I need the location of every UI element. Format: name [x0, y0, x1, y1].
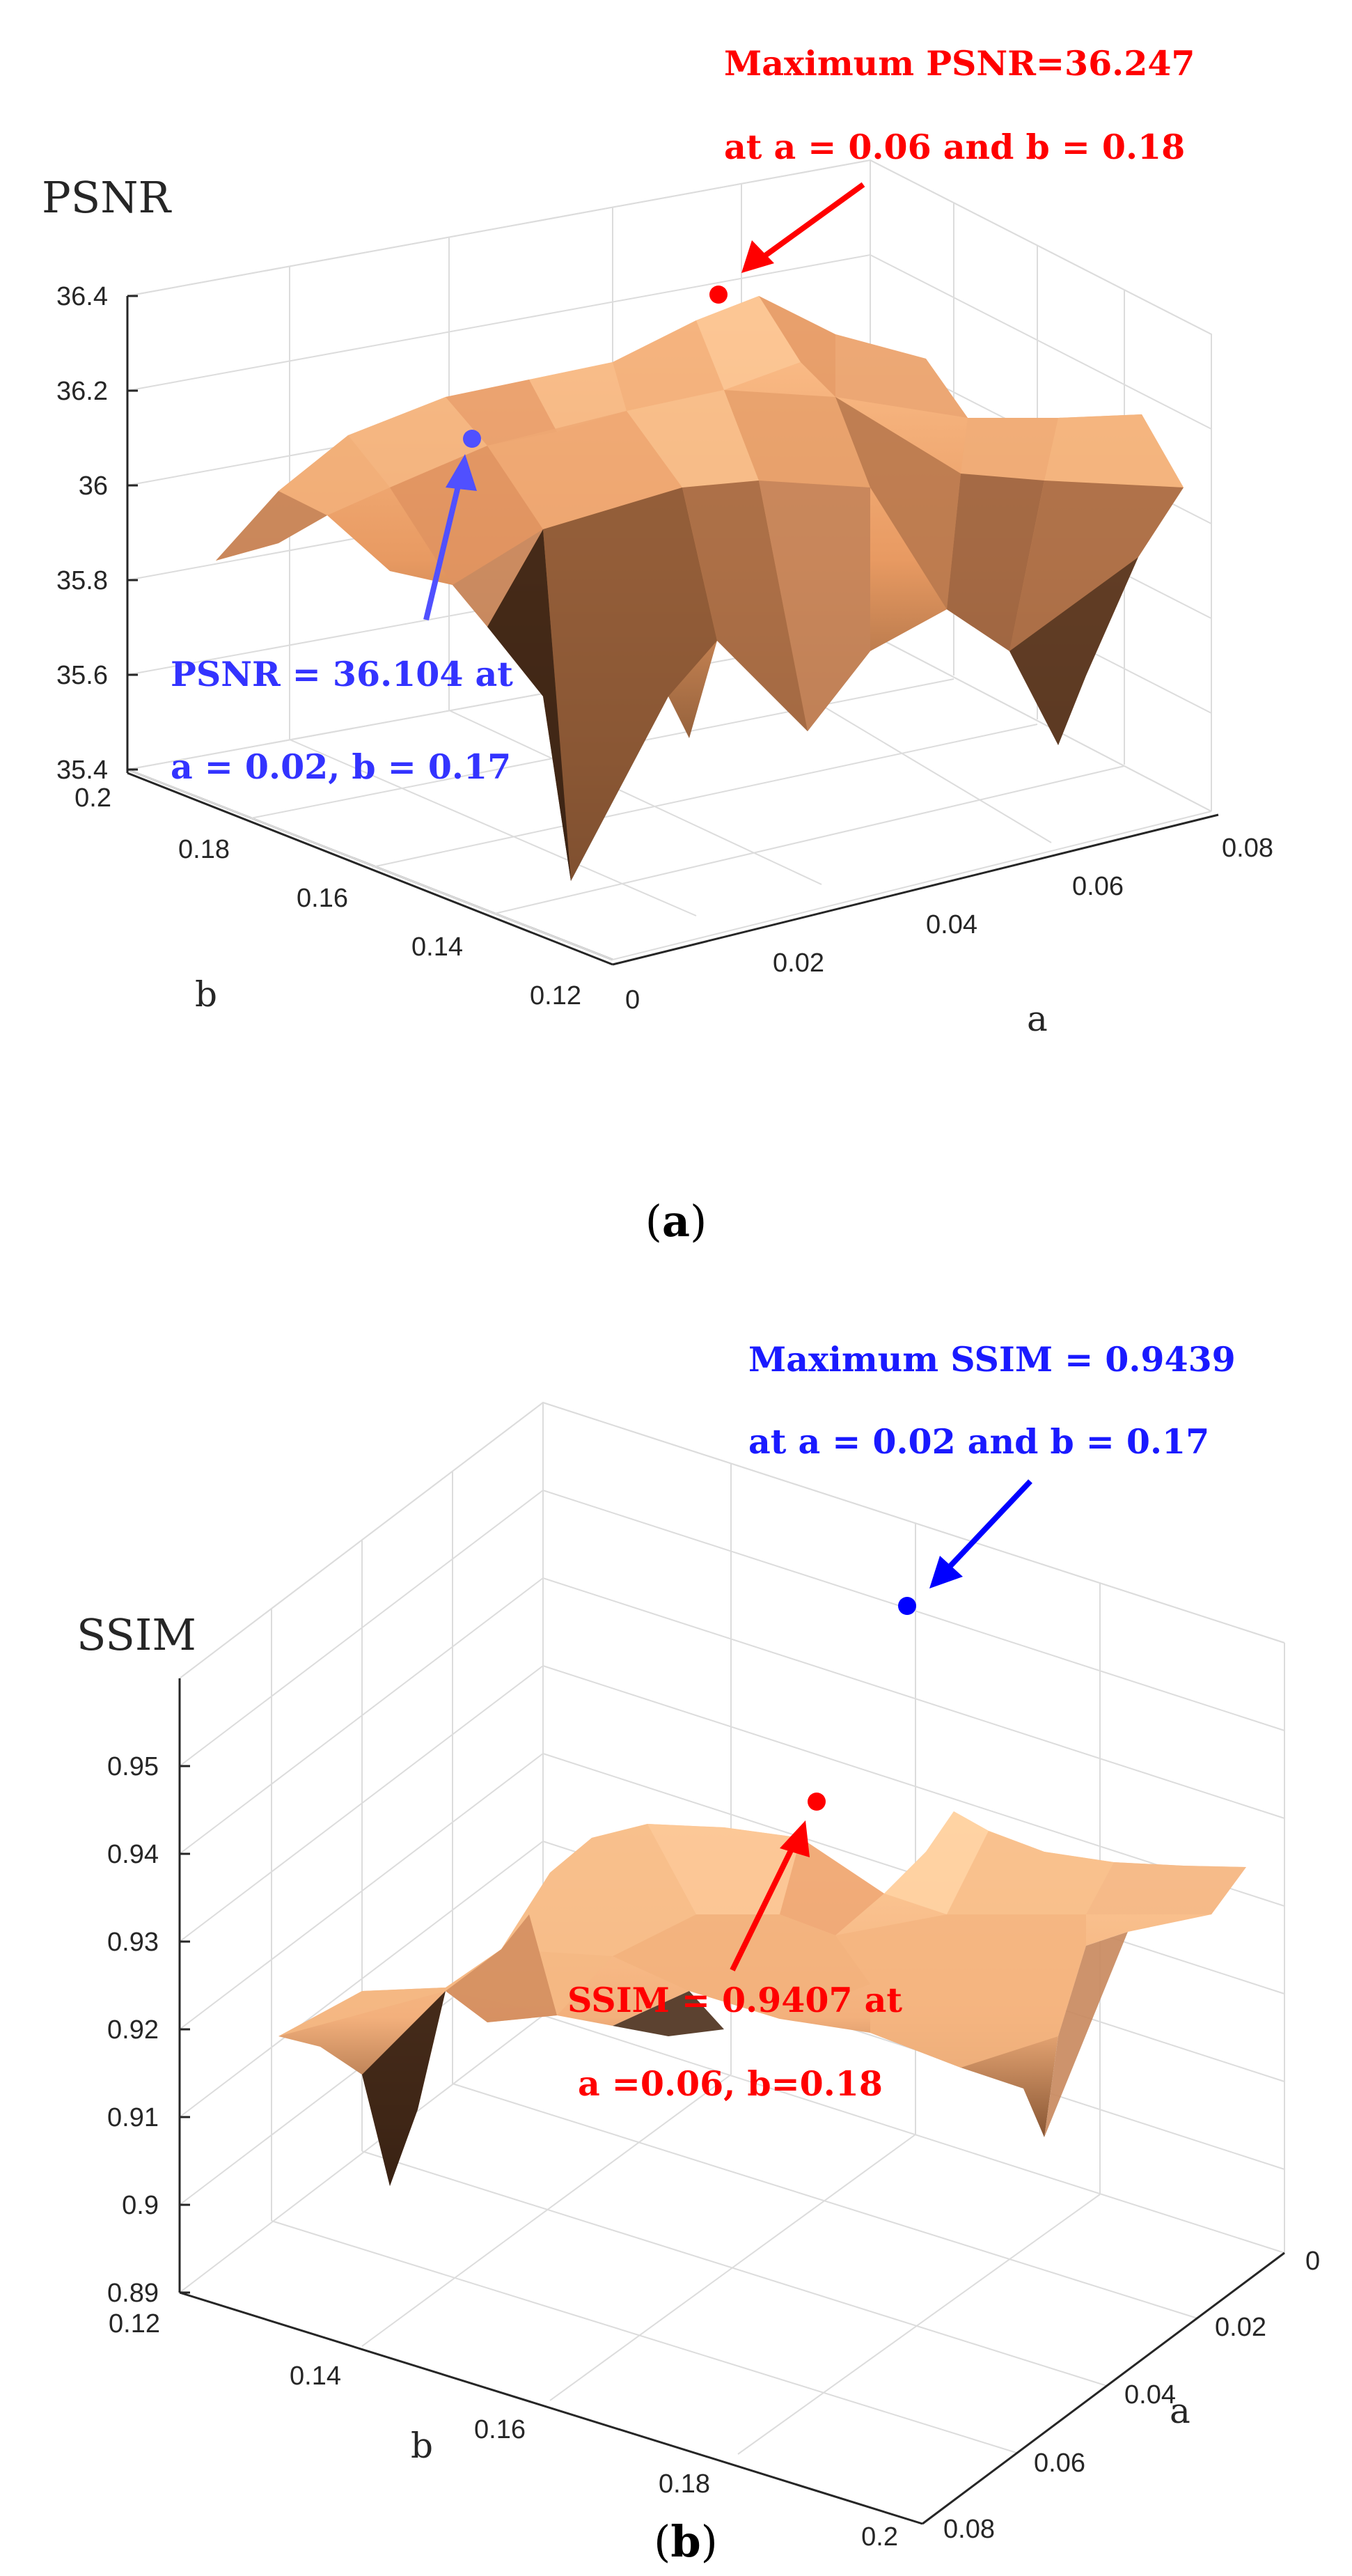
x-ticks: 0 0.02 0.04 0.06 0.08 — [625, 834, 1273, 1015]
psnr-point-annotation: PSNR = 36.104 at a = 0.02, b = 0.17 — [171, 430, 513, 787]
arrow-head — [929, 1556, 963, 1588]
z-tick-label: 35.4 — [56, 756, 108, 785]
annotation-line: a = 0.02, b = 0.17 — [171, 747, 511, 787]
z-axis-label: PSNR — [42, 172, 172, 223]
z-tick-marks — [127, 295, 138, 771]
y-ticks: 0.12 0.14 0.16 0.18 0.2 — [109, 2309, 898, 2552]
annotation-line: a =0.06, b=0.18 — [578, 2063, 883, 2104]
z-tick-label: 36 — [79, 471, 108, 501]
y-axis-label: b — [195, 974, 217, 1015]
x-tick-label: 0.08 — [1222, 834, 1273, 863]
psnr-surface-chart: 35.4 35.6 35.8 36 36.2 36.4 0.2 0.18 0.1… — [42, 43, 1273, 1247]
psnr-surface — [216, 296, 1184, 881]
y-tick-label: 0.16 — [297, 884, 348, 913]
z-ticks: 0.89 0.9 0.91 0.92 0.93 0.94 0.95 — [107, 1752, 159, 2308]
max-ssim-annotation: Maximum SSIM = 0.9439 at a = 0.02 and b … — [748, 1339, 1236, 1615]
front-axes — [126, 296, 1219, 966]
z-tick-marks — [180, 1765, 190, 2294]
annotation-line: PSNR = 36.104 at — [171, 654, 513, 694]
front-axes — [178, 1678, 1285, 2525]
panel-caption: (a) — [645, 1196, 707, 1247]
x-tick-label: 0.02 — [1215, 2313, 1266, 2342]
psnr-point — [463, 430, 481, 448]
z-ticks: 35.4 35.6 35.8 36 36.2 36.4 — [56, 282, 108, 785]
z-tick-label: 36.4 — [56, 282, 108, 311]
arrow-head — [741, 240, 774, 273]
x-tick-label: 0.06 — [1034, 2449, 1085, 2478]
ssim-surface — [278, 1811, 1246, 2186]
y-tick-label: 0.14 — [290, 2362, 341, 2391]
y-tick-label: 0.18 — [178, 835, 230, 864]
x-tick-label: 0.08 — [943, 2515, 995, 2544]
z-tick-label: 35.8 — [56, 566, 108, 595]
x-axis-label: a — [1170, 2391, 1190, 2431]
z-tick-label: 0.91 — [107, 2103, 159, 2132]
annotation-line: at a = 0.06 and b = 0.18 — [724, 127, 1185, 167]
z-tick-label: 0.94 — [107, 1840, 159, 1869]
x-ticks: 0 0.02 0.04 0.06 0.08 — [943, 2247, 1320, 2544]
panel-caption: (b) — [654, 2516, 718, 2567]
x-tick-label: 0.02 — [773, 949, 824, 978]
y-tick-label: 0.2 — [861, 2522, 898, 2552]
z-tick-label: 36.2 — [56, 377, 108, 406]
y-tick-label: 0.12 — [109, 2309, 160, 2339]
max-psnr-annotation: Maximum PSNR=36.247 at a = 0.06 and b = … — [709, 43, 1195, 304]
z-tick-label: 0.9 — [122, 2191, 159, 2220]
annotation-arrow — [730, 1843, 796, 1972]
y-tick-label: 0.18 — [659, 2469, 710, 2499]
panel-b: 0.89 0.9 0.91 0.92 0.93 0.94 0.95 0.12 0… — [0, 1288, 1352, 2576]
arrow-head — [780, 1820, 810, 1857]
z-tick-label: 35.6 — [56, 661, 108, 690]
annotation-line: SSIM = 0.9407 at — [567, 1980, 902, 2020]
x-tick-label: 0.04 — [926, 910, 977, 939]
annotation-line: at a = 0.02 and b = 0.17 — [748, 1421, 1209, 1462]
annotation-line: Maximum PSNR=36.247 — [724, 43, 1195, 84]
y-tick-label: 0.14 — [411, 932, 463, 962]
x-tick-label: 0.06 — [1072, 872, 1124, 901]
z-tick-label: 0.93 — [107, 1928, 159, 1957]
panel-a: 35.4 35.6 35.8 36 36.2 36.4 0.2 0.18 0.1… — [42, 43, 1273, 1247]
y-tick-label: 0.16 — [474, 2415, 526, 2444]
annotation-arrow — [755, 182, 865, 264]
z-tick-label: 0.95 — [107, 1752, 159, 1781]
ssim-surface-chart: 0.89 0.9 0.91 0.92 0.93 0.94 0.95 0.12 0… — [77, 1339, 1320, 2567]
max-psnr-point — [709, 286, 728, 304]
ssim-point — [808, 1793, 826, 1811]
y-axis-label: b — [411, 2426, 433, 2466]
max-ssim-point — [898, 1597, 916, 1615]
z-tick-label: 0.92 — [107, 2015, 159, 2045]
y-ticks: 0.2 0.18 0.16 0.14 0.12 — [74, 783, 581, 1010]
y-tick-label: 0.2 — [74, 783, 111, 813]
x-tick-label: 0 — [1305, 2247, 1320, 2276]
annotation-line: Maximum SSIM = 0.9439 — [748, 1339, 1236, 1380]
annotation-arrow — [423, 480, 462, 620]
ssim-point-annotation: SSIM = 0.9407 at a =0.06, b=0.18 — [567, 1793, 902, 2104]
x-axis-label: a — [1027, 999, 1048, 1039]
x-tick-label: 0.04 — [1124, 2380, 1176, 2410]
x-tick-label: 0 — [625, 985, 640, 1015]
annotation-arrow — [945, 1479, 1032, 1572]
arrow-head — [446, 454, 477, 491]
z-tick-label: 0.89 — [107, 2279, 159, 2308]
z-axis-label: SSIM — [77, 1609, 196, 1660]
y-tick-label: 0.12 — [530, 981, 581, 1010]
